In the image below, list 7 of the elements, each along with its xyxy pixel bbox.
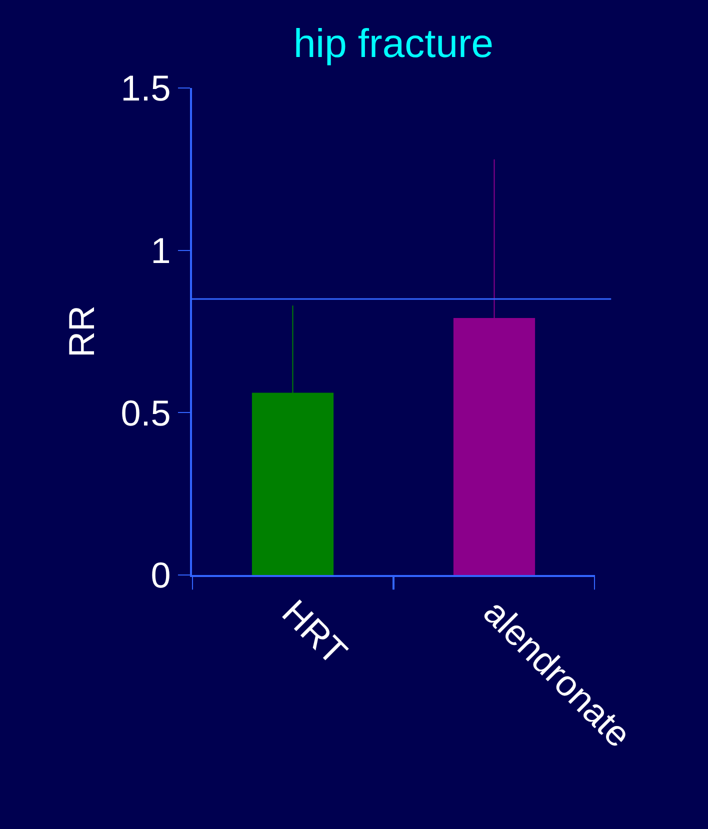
y-axis-title: RR [61, 306, 102, 358]
y-tick-label: 1 [150, 230, 171, 271]
y-tick-label: 1.5 [120, 68, 171, 109]
y-tick-label: 0 [150, 554, 171, 596]
x-tick-label: HRT [274, 592, 356, 672]
chart-title: hip fracture [293, 22, 494, 66]
y-tick-label: 0.5 [120, 392, 171, 434]
